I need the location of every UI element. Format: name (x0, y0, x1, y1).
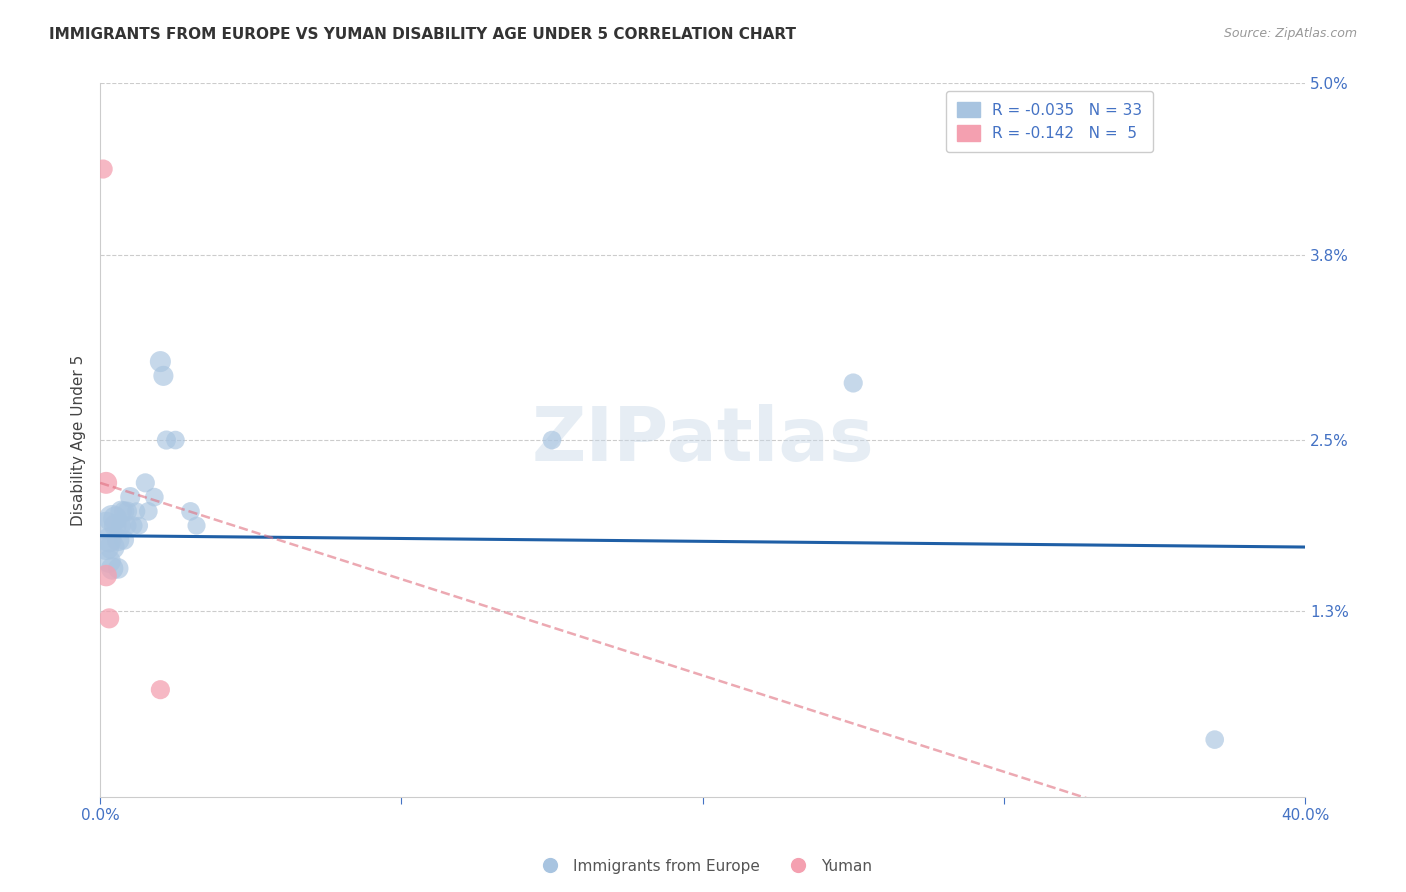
Point (115, 518, 138, 533)
Point (96, 475, 118, 490)
Point (107, 533, 129, 547)
Point (104, 511, 127, 525)
Point (149, 354, 172, 368)
Y-axis label: Disability Age Under 5: Disability Age Under 5 (72, 354, 86, 525)
Point (110, 504, 132, 518)
Point (98, 533, 121, 547)
Point (104, 518, 127, 533)
Point (107, 561, 129, 575)
Point (98, 611, 121, 625)
Text: Source: ZipAtlas.com: Source: ZipAtlas.com (1223, 27, 1357, 40)
Point (112, 504, 135, 518)
Text: IMMIGRANTS FROM EUROPE VS YUMAN DISABILITY AGE UNDER 5 CORRELATION CHART: IMMIGRANTS FROM EUROPE VS YUMAN DISABILI… (49, 27, 796, 42)
Point (96, 518, 118, 533)
Point (101, 511, 124, 525)
Point (165, 433, 187, 447)
Point (143, 490, 166, 504)
Point (152, 368, 174, 383)
Point (128, 518, 150, 533)
Text: ZIPatlas: ZIPatlas (531, 403, 875, 476)
Point (541, 433, 564, 447)
Point (101, 540, 124, 554)
Point (134, 475, 156, 490)
Point (155, 433, 177, 447)
Point (110, 518, 132, 533)
Point (186, 518, 208, 533)
Point (101, 561, 124, 575)
Point (125, 504, 148, 518)
Point (96, 568, 118, 582)
Point (112, 533, 135, 547)
Point (149, 682, 172, 697)
Point (122, 518, 145, 533)
Point (115, 504, 138, 518)
Point (842, 376, 865, 390)
Point (1204, 732, 1226, 747)
Legend: Immigrants from Europe, Yuman: Immigrants from Europe, Yuman (529, 853, 877, 880)
Point (120, 490, 142, 504)
Point (136, 504, 159, 518)
Point (96, 540, 118, 554)
Point (91, 161, 114, 176)
Point (179, 504, 201, 518)
Point (98, 554, 121, 568)
Legend: R = -0.035   N = 33, R = -0.142   N =  5: R = -0.035 N = 33, R = -0.142 N = 5 (946, 91, 1153, 152)
